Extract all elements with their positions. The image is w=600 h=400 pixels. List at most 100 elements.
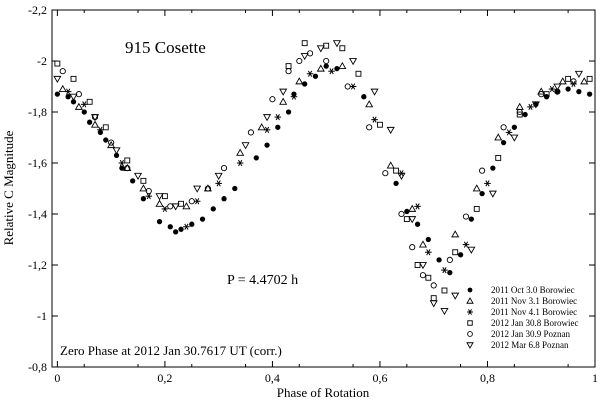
data-point-series-1 [447,270,453,276]
asterisk-stroke [275,113,280,121]
asterisk-stroke [119,159,124,167]
data-point-series-6 [193,185,202,193]
data-point-series-2 [365,100,374,108]
asterisk-stroke [372,116,377,123]
data-point-series-3 [145,193,153,200]
data-point-series-6 [53,75,62,84]
y-tick-label: -1,8 [28,105,47,119]
data-point-series-6 [418,262,428,270]
data-point-series-1 [522,111,528,118]
data-point-series-1 [173,229,179,235]
data-point-series-2 [58,84,67,92]
data-point-series-1 [468,216,474,222]
data-point-series-5 [296,57,303,65]
chart-title: 915 Cosette [125,38,206,57]
data-point-series-6 [488,190,497,198]
asterisk-stroke [162,205,167,213]
data-point-series-5 [382,170,389,177]
data-point-series-6 [214,172,223,180]
data-point-series-5 [145,187,152,195]
data-point-series-4 [452,249,459,256]
asterisk-stroke [216,180,221,187]
y-tick-label: -2,2 [28,3,47,17]
asterisk-stroke [238,159,243,167]
data-point-series-6 [397,172,406,180]
data-point-series-4 [339,45,346,52]
data-point-series-4 [70,75,77,82]
data-point-series-3 [236,159,244,167]
x-tick-label: 0,2 [157,371,172,385]
data-point-series-1 [275,124,281,130]
data-point-series-1 [436,257,442,263]
data-point-series-5 [479,167,486,174]
asterisk-stroke [426,249,431,256]
data-point-series-3 [64,88,72,95]
data-point-series-4 [355,70,362,77]
data-point-series-1 [113,152,120,158]
data-point-series-2 [139,184,148,192]
legend-marker-5 [467,331,473,337]
data-point-series-3 [328,68,335,75]
x-tick-label: 0,6 [372,371,387,385]
data-point-series-4 [516,111,523,118]
data-point-series-1 [586,91,593,97]
data-point-series-6 [241,142,250,150]
data-point-series-1 [334,66,340,72]
data-point-series-6 [279,88,288,96]
data-point-series-1 [500,139,507,146]
data-point-series-1 [511,124,517,130]
data-point-series-6 [429,300,438,308]
data-point-series-4 [161,193,168,200]
data-point-series-1 [97,129,104,136]
data-point-series-2 [472,184,481,192]
data-point-series-2 [90,120,100,128]
data-point-series-1 [221,196,227,202]
asterisk-stroke [549,85,555,93]
data-point-series-3 [484,180,491,187]
data-point-series-2 [257,123,266,131]
data-point-series-5 [419,272,427,279]
data-point-series-1 [140,196,147,202]
data-point-series-3 [80,101,88,108]
data-points [53,40,593,316]
data-point-series-5 [247,129,255,136]
data-point-series-3 [183,223,190,230]
axis-ticks: 0 0,2 0,4 0,6 0,8 1 -2,2 -2 -1,8 -1,6 -1,4 -1,2 -1 -0… [28,3,598,385]
data-point-series-2 [386,161,395,169]
data-point-series-2 [316,64,325,72]
data-point-series-5 [430,282,437,289]
data-point-series-3 [441,266,448,274]
asterisk-stroke [506,129,512,136]
data-point-series-2 [295,77,304,85]
data-point-series-1 [576,88,582,95]
data-point-series-5 [409,244,416,251]
y-tick-label: -1,2 [28,258,47,272]
data-point-series-1 [130,178,136,184]
data-point-series-5 [269,96,276,103]
data-point-series-3 [118,159,126,167]
data-point-series-4 [140,177,147,184]
data-point-series-4 [285,63,292,70]
data-point-series-6 [155,193,164,201]
data-point-series-5 [59,68,66,75]
data-point-series-4 [403,216,410,223]
data-point-series-1 [232,185,238,192]
y-tick-label: -2 [37,54,47,68]
data-point-series-5 [220,165,228,172]
legend-label-5: 2012 Jan 30.9 Poznan [491,329,570,339]
data-point-series-2 [408,204,417,212]
data-point-series-2 [451,230,460,238]
data-point-series-4 [430,295,437,302]
data-point-series-6 [300,52,309,61]
data-point-series-6 [171,203,180,211]
y-axis-title: Relative C Magnitude [1,130,16,245]
data-point-series-1 [312,73,319,79]
data-point-series-4 [86,98,93,105]
data-point-series-2 [515,102,524,110]
data-point-series-4 [102,124,109,131]
legend-marker-3 [467,309,473,315]
data-point-series-1 [361,94,367,100]
data-point-series-6 [332,40,342,48]
data-point-series-6 [112,147,121,155]
